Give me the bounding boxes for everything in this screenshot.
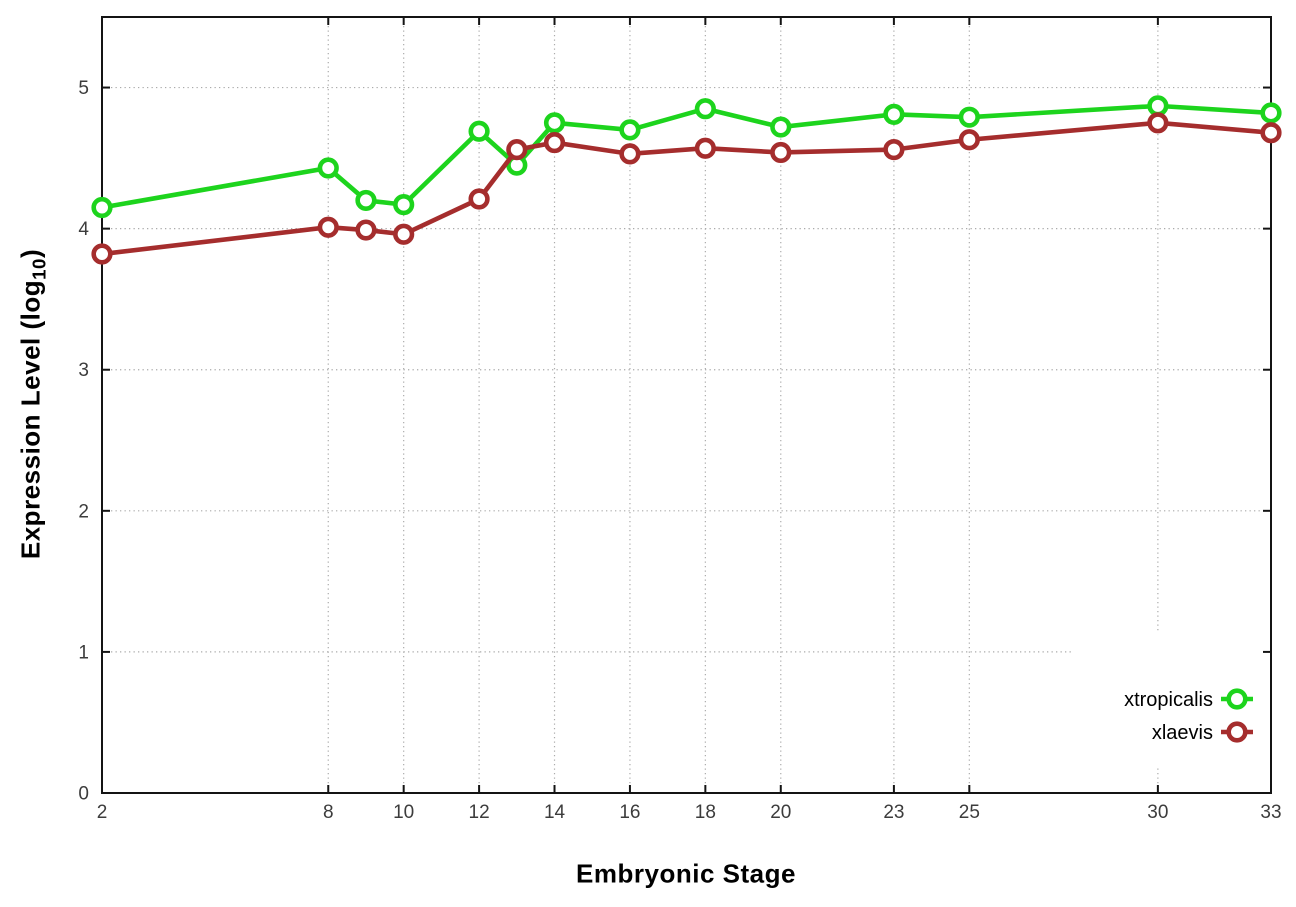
y-axis-label: Expression Level (log10) xyxy=(15,248,50,560)
x-axis-label: Embryonic Stage xyxy=(576,859,796,890)
y-tick-label: 5 xyxy=(78,78,89,99)
x-tick-label: 25 xyxy=(959,802,980,823)
data-point-marker xyxy=(958,106,980,128)
series-markers-xlaevis xyxy=(91,112,1282,265)
series-line-xlaevis xyxy=(101,120,1272,257)
data-point-marker xyxy=(355,219,377,241)
data-point-marker xyxy=(883,139,905,161)
y-tick-label: 1 xyxy=(78,642,89,663)
data-point-marker xyxy=(694,137,716,159)
gridlines xyxy=(102,17,1271,793)
legend-entry-xtropicalis: xtropicalis xyxy=(1124,688,1253,711)
data-point-marker xyxy=(468,120,490,142)
tick-marks xyxy=(101,17,1272,794)
data-point-marker xyxy=(91,196,113,219)
legend-marker-sample xyxy=(1226,688,1248,710)
x-tick-label: 23 xyxy=(883,802,904,823)
data-point-marker xyxy=(317,216,339,238)
series-markers-xtropicalis xyxy=(91,95,1282,219)
data-point-marker xyxy=(393,223,415,245)
x-tick-label: 8 xyxy=(323,802,334,823)
data-point-marker xyxy=(506,139,528,161)
y-axis-label-close: ) xyxy=(15,248,46,259)
data-point-marker xyxy=(883,103,905,125)
y-tick-label: 0 xyxy=(78,784,89,805)
data-point-marker xyxy=(468,188,490,210)
data-point-marker xyxy=(543,112,566,134)
y-axis-label-subscript: 10 xyxy=(28,258,50,280)
legend-entry-xlaevis: xlaevis xyxy=(1152,721,1253,744)
data-point-marker xyxy=(91,243,113,265)
data-point-marker xyxy=(770,141,792,164)
data-point-marker xyxy=(1260,122,1282,144)
data-point-marker xyxy=(619,143,641,165)
data-point-marker xyxy=(1147,95,1169,117)
data-point-marker xyxy=(543,131,566,154)
data-point-marker xyxy=(355,189,377,212)
data-point-marker xyxy=(317,157,339,179)
legend-label: xlaevis xyxy=(1152,722,1213,744)
x-tick-label: 10 xyxy=(393,802,414,823)
data-point-marker xyxy=(393,194,415,216)
data-point-marker xyxy=(958,129,980,151)
x-tick-label: 14 xyxy=(544,802,566,823)
legend-marker-sample xyxy=(1226,721,1248,743)
plot-border xyxy=(101,16,1272,794)
legend-label: xtropicalis xyxy=(1124,689,1213,711)
y-tick-label: 3 xyxy=(78,360,89,381)
legend: xtropicalis xlaevis xyxy=(1124,688,1253,744)
y-tick-label: 2 xyxy=(78,501,89,522)
x-tick-label: 2 xyxy=(97,802,108,823)
x-tick-label: 16 xyxy=(619,802,640,823)
data-point-marker xyxy=(770,116,792,138)
data-point-marker xyxy=(619,119,641,141)
x-tick-label: 30 xyxy=(1147,802,1168,823)
data-point-marker xyxy=(1260,102,1282,124)
x-tick-label: 33 xyxy=(1260,802,1281,823)
data-point-marker xyxy=(694,98,716,120)
y-axis-label-text: Expression Level (log xyxy=(15,279,46,560)
data-point-marker xyxy=(1147,112,1169,134)
x-tick-label: 12 xyxy=(469,802,490,823)
y-tick-label: 4 xyxy=(78,219,89,240)
series-line-xtropicalis xyxy=(101,103,1272,210)
x-tick-label: 18 xyxy=(695,802,716,823)
x-axis-label-text: Embryonic Stage xyxy=(576,858,796,889)
x-tick-label: 20 xyxy=(770,802,791,823)
